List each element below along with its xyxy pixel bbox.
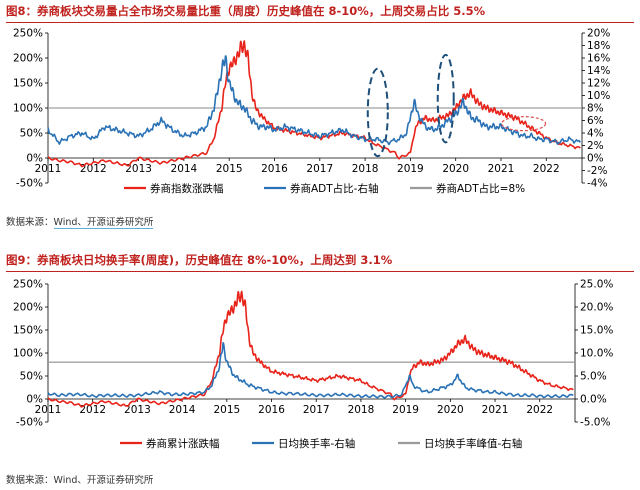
figure-2-source: 数据来源：Wind、开源证券研究所 bbox=[6, 472, 153, 486]
left-tick-label: 150% bbox=[13, 325, 43, 337]
right-tick-label: 18% bbox=[587, 40, 610, 52]
x-tick-label: 2019 bbox=[397, 163, 424, 175]
x-tick-label: 2012 bbox=[80, 163, 107, 175]
right-tick-label: -5.0% bbox=[580, 417, 610, 429]
right-tick-label: 15.0% bbox=[580, 325, 613, 337]
figure-2-source-text: Wind、开源证券研究所 bbox=[53, 475, 154, 486]
chart-2: -50% 0% 50% 100% 150% 200% 250% -5.0% 0.0% 5.0% 10… bbox=[13, 279, 613, 451]
x-tick-label: 2015 bbox=[213, 404, 240, 416]
x-tick-label: 2013 bbox=[125, 163, 152, 175]
series-line-right bbox=[47, 342, 574, 399]
left-tick-label: 250% bbox=[13, 279, 43, 291]
x-tick-label: 2012 bbox=[79, 404, 106, 416]
left-tick-label: 200% bbox=[13, 53, 43, 65]
x-tick-label: 2016 bbox=[258, 404, 285, 416]
figure-2-title: 图9：券商板块日均换手率(周度)，历史峰值在 8%-10%，上周达到 3.1% bbox=[6, 253, 393, 267]
series-line-left bbox=[47, 40, 581, 168]
left-tick-label: 100% bbox=[13, 348, 43, 360]
x-tick-label: 2021 bbox=[482, 404, 509, 416]
right-tick-label: 20% bbox=[587, 28, 610, 40]
series-line-left bbox=[47, 290, 574, 408]
left-tick-label: 200% bbox=[13, 302, 43, 314]
left-tick-label: -50% bbox=[16, 417, 43, 429]
x-tick-label: 2011 bbox=[35, 404, 62, 416]
left-tick-label: 50% bbox=[20, 128, 43, 140]
x-tick-label: 2020 bbox=[442, 163, 469, 175]
legend-label-3: 券商ADT占比=8% bbox=[436, 182, 525, 195]
annotation-ellipse-1 bbox=[366, 67, 389, 158]
x-tick-label: 2021 bbox=[488, 163, 515, 175]
left-tick-label: 100% bbox=[13, 103, 43, 115]
legend-label-1: 券商累计涨跌幅 bbox=[146, 437, 220, 450]
right-tick-label: 8% bbox=[587, 103, 604, 115]
left-tick-label: 150% bbox=[13, 78, 43, 90]
x-tick-label: 2018 bbox=[348, 404, 375, 416]
series-line-right bbox=[47, 55, 581, 146]
figure-1-source-text: Wind、开源证券研究所 bbox=[53, 217, 154, 229]
right-tick-label: 25.0% bbox=[580, 279, 613, 291]
right-tick-label: 14% bbox=[587, 65, 610, 77]
left-tick-label: 0% bbox=[26, 394, 43, 406]
right-tick-label: 12% bbox=[587, 78, 610, 90]
x-tick-label: 2018 bbox=[352, 163, 379, 175]
x-tick-label: 2015 bbox=[216, 163, 243, 175]
chart-1: -50%0%50%100%150%200%250%-4%-2%0%2%4%6%8… bbox=[13, 28, 610, 196]
right-tick-label: 20.0% bbox=[580, 302, 613, 314]
left-tick-label: 0% bbox=[26, 153, 43, 165]
annotation-ellipse-2 bbox=[436, 53, 455, 144]
x-tick-label: 2022 bbox=[526, 404, 553, 416]
x-tick-label: 2020 bbox=[437, 404, 464, 416]
right-tick-label: 4% bbox=[587, 128, 604, 140]
right-tick-label: 0% bbox=[587, 153, 604, 165]
figure-1-source-label: 数据来源： bbox=[6, 217, 54, 228]
x-tick-label: 2011 bbox=[35, 163, 62, 175]
right-tick-label: 10% bbox=[587, 90, 610, 102]
legend-label-3: 日均换手率峰值-右轴 bbox=[424, 437, 522, 450]
figure-1-rule bbox=[6, 22, 634, 23]
figure-1-source: 数据来源：Wind、开源证券研究所 bbox=[6, 214, 154, 229]
figure-2-source-label: 数据来源： bbox=[6, 475, 54, 486]
x-tick-label: 2017 bbox=[303, 404, 330, 416]
x-tick-label: 2022 bbox=[533, 163, 560, 175]
x-tick-label: 2014 bbox=[171, 163, 198, 175]
right-tick-label: -2% bbox=[587, 165, 607, 177]
x-tick-label: 2019 bbox=[392, 404, 419, 416]
left-tick-label: 250% bbox=[13, 28, 43, 40]
x-tick-label: 2016 bbox=[261, 163, 288, 175]
annotation-ellipse-3 bbox=[501, 116, 547, 132]
legend-label-2: 券商ADT占比-右轴 bbox=[290, 182, 378, 195]
right-tick-label: -4% bbox=[587, 178, 607, 190]
right-tick-label: 2% bbox=[587, 140, 604, 152]
right-tick-label: 16% bbox=[587, 53, 610, 65]
right-tick-label: 5.0% bbox=[580, 371, 607, 383]
figure-2-rule bbox=[6, 271, 634, 272]
legend-label-1: 券商指数涨跌幅 bbox=[150, 182, 224, 195]
right-tick-label: 0.0% bbox=[580, 394, 607, 406]
figure-1-title: 图8：券商板块交易量占全市场交易量比重（周度）历史峰值在 8-10%，上周交易占… bbox=[6, 4, 486, 18]
x-tick-label: 2014 bbox=[169, 404, 196, 416]
right-tick-label: 6% bbox=[587, 115, 604, 127]
right-tick-label: 10.0% bbox=[580, 348, 613, 360]
legend-label-2: 日均换手率-右轴 bbox=[278, 437, 355, 450]
x-tick-label: 2013 bbox=[124, 404, 151, 416]
left-tick-label: -50% bbox=[16, 178, 43, 190]
x-tick-label: 2017 bbox=[306, 163, 333, 175]
left-tick-label: 50% bbox=[20, 371, 43, 383]
